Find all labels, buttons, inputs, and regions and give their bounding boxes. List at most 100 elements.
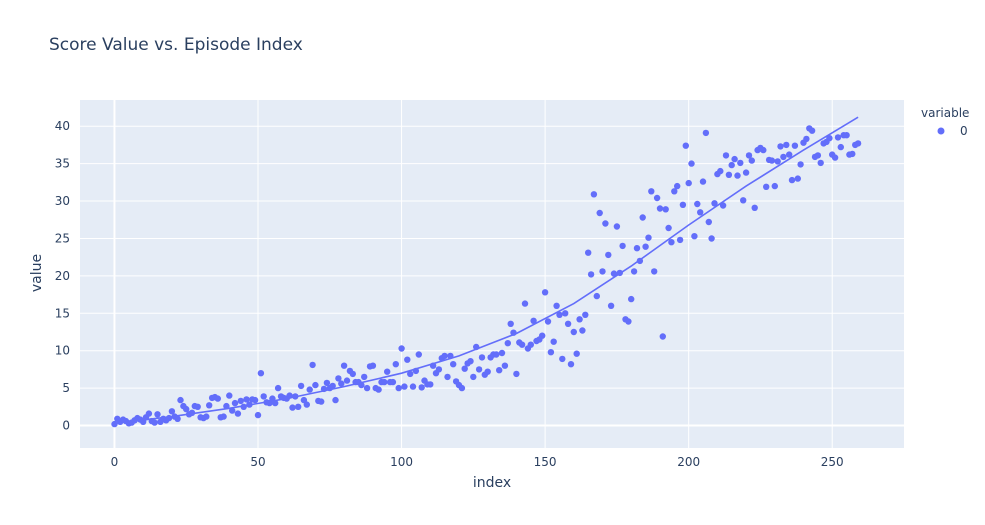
data-point [616,269,623,277]
data-point [831,154,839,161]
data-point [412,367,420,375]
data-point [582,311,589,318]
data-point [484,368,491,375]
data-point [194,403,201,410]
data-point [607,302,615,309]
data-point [628,295,635,303]
data-point [323,379,331,387]
data-point [530,317,537,324]
data-point [837,143,844,151]
y-tick-labels: 0 5 10 15 20 25 30 35 40 [55,119,70,432]
data-point [786,151,793,158]
data-point [679,201,687,208]
data-point [467,358,474,365]
data-point [243,396,250,403]
x-tick-label: 100 [390,455,413,469]
data-point [206,402,213,409]
data-point [251,396,259,404]
data-point [369,362,377,369]
data-point [246,401,253,408]
data-point [605,251,612,259]
x-tick-label: 250 [821,455,844,469]
data-point [518,341,526,348]
data-point [493,351,500,358]
data-point [748,157,755,164]
data-point [708,235,715,242]
data-point [165,414,173,422]
grid-lines [80,100,904,448]
data-point [556,311,563,318]
data-point [760,146,767,154]
y-axis-label: value [29,254,45,292]
y-tick-label: 40 [55,119,70,133]
data-point [177,396,184,404]
data-point [854,140,862,147]
data-point [814,152,822,159]
y-tick-label: 15 [55,306,70,320]
data-point [633,245,641,252]
data-point [392,361,399,368]
data-point [610,270,618,277]
data-point [751,204,758,211]
data-point [771,182,778,190]
data-point [384,368,391,375]
data-point [590,191,598,198]
data-point [240,403,247,410]
data-point [794,175,801,182]
data-point [636,257,644,265]
data-point [596,209,603,217]
x-tick-label: 150 [534,455,557,469]
data-point [774,158,781,165]
data-point [562,310,569,317]
data-point [358,381,365,389]
data-point [470,373,477,381]
data-point [671,188,678,195]
data-point [602,220,609,227]
data-point [427,381,434,388]
data-point [642,243,649,250]
y-tick-label: 10 [55,344,70,358]
data-point [685,179,692,187]
data-point [461,365,468,372]
x-tick-label: 200 [677,455,700,469]
data-point [541,289,549,296]
trendline-group [114,116,859,425]
data-point [154,411,161,418]
data-point [510,329,517,336]
data-point [763,183,770,190]
data-point [174,415,181,422]
data-point [309,361,316,369]
data-point [183,405,190,413]
data-point [272,399,279,407]
data-point [817,159,824,167]
data-point [338,380,345,387]
data-point [570,328,577,336]
data-point [295,403,302,410]
data-point [274,384,282,392]
data-point [329,382,336,390]
legend[interactable]: variable 0 [921,106,969,138]
data-point [151,419,158,426]
data-point [318,398,325,405]
data-point [613,223,621,230]
data-point [375,386,382,393]
data-point [745,152,753,159]
data-point [513,370,520,378]
data-point [361,373,368,381]
legend-entry-label: 0 [960,124,968,138]
data-point [418,384,425,391]
data-point [619,242,626,250]
data-point [286,392,293,399]
data-point [303,401,310,408]
data-point [475,366,483,373]
data-point [349,370,356,378]
data-point [659,333,666,340]
data-point [145,410,153,417]
data-point [234,410,242,417]
legend-title: variable [921,106,969,120]
data-point [306,386,313,393]
data-point [645,234,652,241]
data-point [429,362,437,369]
data-point [740,197,747,204]
data-point [564,320,572,327]
